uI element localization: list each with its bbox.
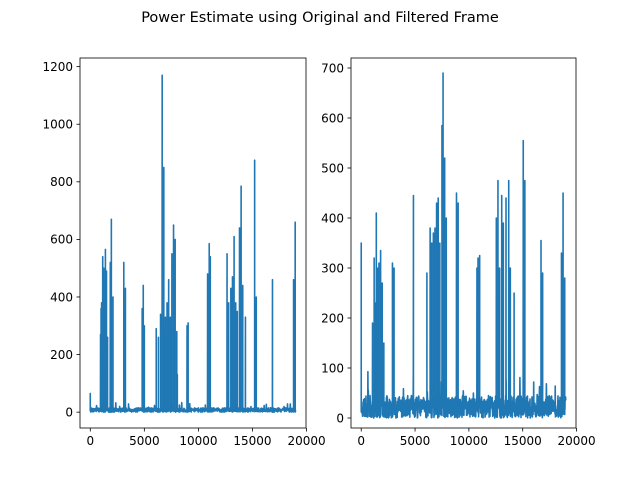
left-axes-frame xyxy=(79,57,307,429)
left-x-tick-label: 15000 xyxy=(233,434,271,448)
left-y-tick-label: 800 xyxy=(50,175,73,189)
right-x-tick-label: 0 xyxy=(357,434,365,448)
left-y-tick-label: 1000 xyxy=(42,118,73,132)
left-y-tick-label: 400 xyxy=(50,290,73,304)
right-axes-frame xyxy=(350,57,577,429)
left-y-tick-label: 200 xyxy=(50,348,73,362)
right-y-tick-label: 600 xyxy=(321,111,344,125)
left-x-tick-label: 5000 xyxy=(129,434,160,448)
right-series-line xyxy=(360,72,567,419)
right-y-tick-label: 400 xyxy=(321,211,344,225)
right-x-tick-label: 10000 xyxy=(450,434,488,448)
left-y-tick-label: 0 xyxy=(65,405,73,419)
left-y-tick-label: 1200 xyxy=(42,60,73,74)
left-x-tick-label: 20000 xyxy=(287,434,325,448)
left-x-tick-label: 0 xyxy=(86,434,94,448)
figure-title: Power Estimate using Original and Filter… xyxy=(141,10,499,26)
right-y-tick-label: 300 xyxy=(321,261,344,275)
right-y-tick-label: 100 xyxy=(321,361,344,375)
right-y-tick-label: 500 xyxy=(321,161,344,175)
right-plot-panel: 0 5000 10000 15000 20000 0 100 200 300 400 500 600 7… xyxy=(321,57,596,448)
right-x-tick-label: 20000 xyxy=(557,434,595,448)
left-plot-panel: 0 5000 10000 15000 20000 0 200 400 600 800 1000 120… xyxy=(42,57,326,448)
right-x-tick-label: 15000 xyxy=(504,434,542,448)
right-x-tick-label: 5000 xyxy=(400,434,431,448)
right-y-tick-label: 700 xyxy=(321,61,344,75)
right-y-tick-label: 0 xyxy=(336,411,344,425)
left-series-line xyxy=(89,74,297,413)
left-x-tick-label: 10000 xyxy=(179,434,217,448)
left-y-tick-label: 600 xyxy=(50,233,73,247)
right-y-tick-label: 200 xyxy=(321,311,344,325)
